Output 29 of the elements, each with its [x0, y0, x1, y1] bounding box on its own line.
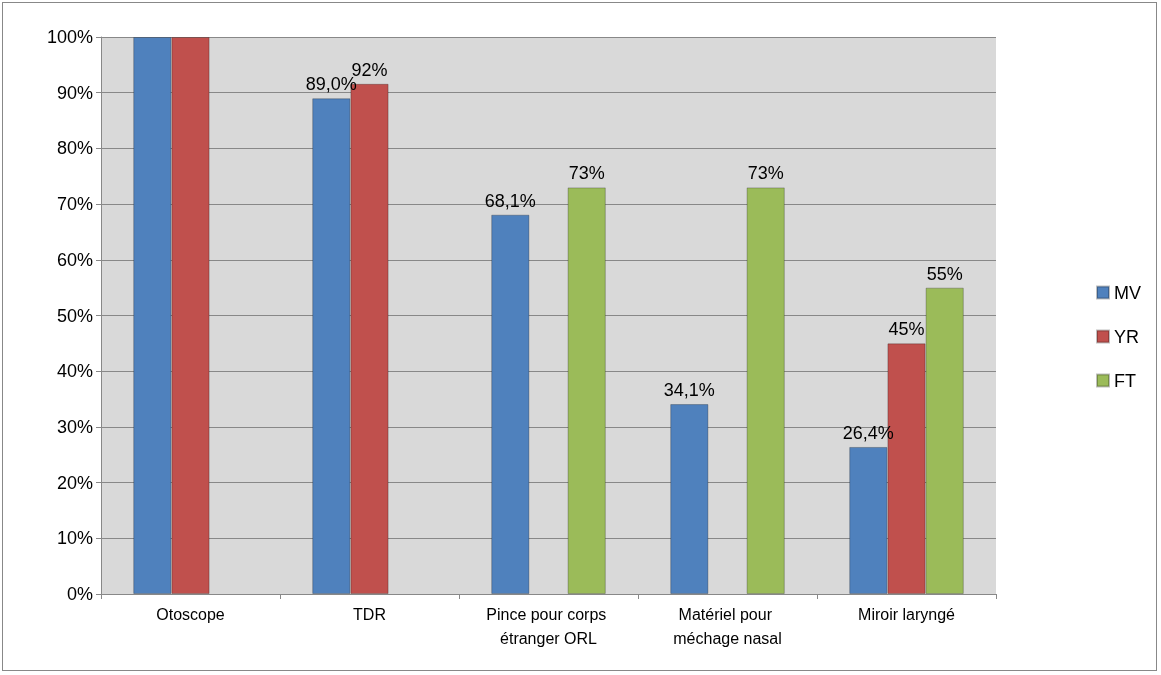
legend-label: MV	[1114, 282, 1141, 303]
y-tick-label: 20%	[56, 472, 93, 493]
y-tick-label: 70%	[56, 194, 93, 215]
x-tick-label: TDR	[353, 605, 386, 623]
bar	[567, 187, 606, 594]
bar	[670, 404, 709, 594]
bar	[746, 187, 785, 594]
y-tick-label: 30%	[56, 416, 93, 437]
data-label: 34,1%	[663, 380, 715, 401]
x-tick-label: Pince pour corps étranger ORL	[486, 605, 611, 647]
y-tick-label: 90%	[56, 82, 93, 103]
y-tick-label: 10%	[56, 528, 93, 549]
x-tick-label: Miroir laryngé	[858, 605, 956, 623]
x-tick-label: Otoscope	[156, 605, 225, 623]
y-tick-label: 100%	[46, 27, 93, 47]
data-label: 73%	[747, 163, 784, 184]
data-label: 73%	[568, 163, 605, 184]
y-tick-label: 0%	[66, 584, 93, 604]
data-label: 68,1%	[484, 190, 536, 211]
y-tick-label: 80%	[56, 138, 93, 159]
legend-label: FT	[1114, 370, 1136, 391]
bar	[491, 214, 530, 594]
data-label: 55%	[926, 263, 963, 284]
y-tick-label: 40%	[56, 361, 93, 382]
y-tick-label: 50%	[56, 305, 93, 326]
legend-label: YR	[1114, 326, 1140, 347]
x-tick-label: Matériel pour méchage nasal	[673, 605, 782, 647]
data-label: 45%	[888, 319, 925, 340]
y-tick-label: 60%	[56, 249, 93, 270]
